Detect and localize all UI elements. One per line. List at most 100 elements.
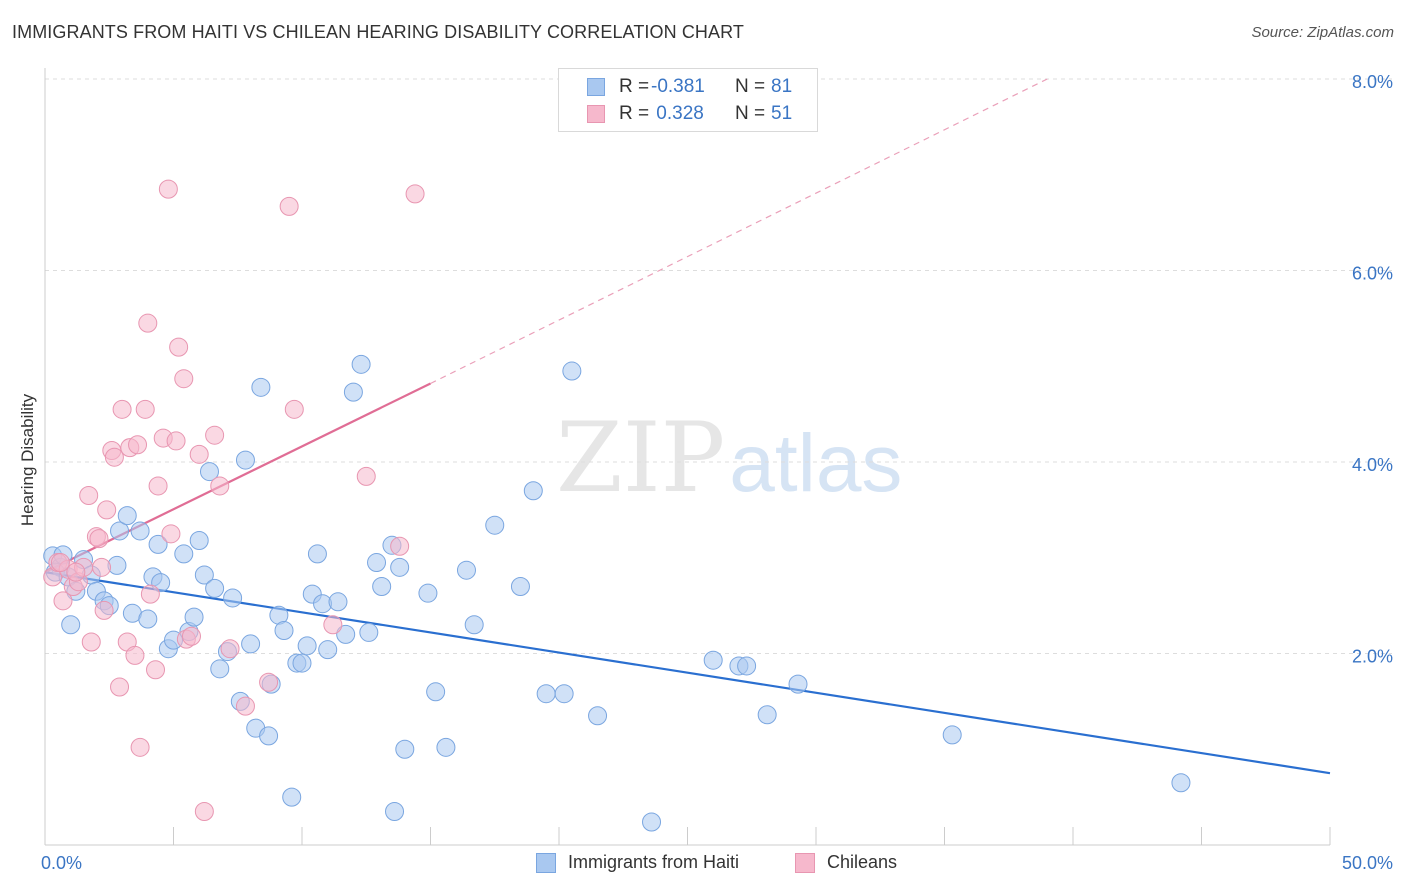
haiti-trend-line <box>44 571 1331 775</box>
chilean-point <box>146 660 166 680</box>
haiti-point <box>251 377 271 397</box>
haiti-point <box>138 609 158 629</box>
haiti-point <box>61 615 81 635</box>
haiti-point <box>307 544 327 564</box>
watermark: ZIPatlas <box>556 402 902 514</box>
r-label: R = <box>619 103 650 124</box>
haiti-point <box>189 531 209 551</box>
haiti-point <box>292 653 312 673</box>
correlation-legend: R = -0.381 N = 81 R = 0.328 N = 51 <box>558 68 818 132</box>
r-label: R = <box>619 76 650 97</box>
chilean-point <box>81 632 101 652</box>
axes <box>44 68 1331 846</box>
haiti-point <box>241 634 261 654</box>
chilean-point <box>79 486 99 506</box>
chart-title: IMMIGRANTS FROM HAITI VS CHILEAN HEARING… <box>12 22 744 42</box>
haiti-point <box>737 656 757 676</box>
chilean-point <box>284 399 304 419</box>
haiti-point <box>367 553 387 573</box>
haiti-point <box>418 583 438 603</box>
chilean-point <box>205 425 225 445</box>
chilean-point <box>50 553 70 573</box>
haiti-point <box>485 515 505 535</box>
haiti-point <box>510 576 530 596</box>
chilean-point <box>148 476 168 496</box>
haiti-point <box>259 726 279 746</box>
haiti-point <box>390 557 410 577</box>
y-tick-label: 6.0% <box>1352 264 1393 284</box>
haiti-point <box>359 622 379 642</box>
data-points <box>43 179 1191 832</box>
chilean-point <box>140 584 160 604</box>
chilean-point <box>390 536 410 556</box>
chilean-point <box>174 369 194 389</box>
y-tick-label: 8.0% <box>1352 72 1393 92</box>
chilean-point <box>194 801 214 821</box>
haiti-point <box>588 706 608 726</box>
haiti-point <box>205 578 225 598</box>
haiti-point <box>536 684 556 704</box>
chilean-point <box>128 435 148 455</box>
chilean-point <box>53 591 73 611</box>
chilean-point <box>235 696 255 716</box>
haiti-point <box>436 737 456 757</box>
haiti-point <box>199 462 219 482</box>
haiti-point <box>174 544 194 564</box>
watermark-atlas: atlas <box>729 418 903 509</box>
chileans-legend-label: Chileans <box>827 852 898 872</box>
chilean-point <box>89 529 109 549</box>
haiti-point <box>343 382 363 402</box>
chilean-point <box>97 500 117 520</box>
haiti-point <box>464 615 484 635</box>
chilean-trend-extension <box>430 78 1048 385</box>
chilean-point <box>94 600 114 620</box>
chilean-point <box>104 447 124 467</box>
chilean-point <box>125 645 145 665</box>
haiti-point <box>562 361 582 381</box>
x-tick-label: 50.0% <box>1342 853 1393 873</box>
haiti-point <box>130 521 150 541</box>
r-value: -0.381 <box>651 76 705 97</box>
haiti-point <box>336 624 356 644</box>
chilean-point <box>259 672 279 692</box>
watermark-zip: ZIP <box>556 402 726 514</box>
haiti-point <box>223 588 243 608</box>
y-tick-label: 4.0% <box>1352 455 1393 475</box>
y-tick-label: 2.0% <box>1352 647 1393 667</box>
chilean-point <box>210 476 230 496</box>
chilean-point <box>112 399 132 419</box>
haiti-point <box>554 684 574 704</box>
n-label: N = <box>735 76 766 97</box>
chilean-point <box>181 626 201 646</box>
n-label: N = <box>735 103 766 124</box>
haiti-point <box>210 659 230 679</box>
chilean-point <box>158 179 178 199</box>
chilean-point <box>356 466 376 486</box>
haiti-legend-label: Immigrants from Haiti <box>568 852 740 872</box>
haiti-legend-swatch <box>536 853 556 873</box>
haiti-point <box>395 739 415 759</box>
grid-lines <box>45 78 1392 654</box>
haiti-point <box>318 640 338 660</box>
chileans-legend-swatch <box>795 853 815 873</box>
haiti-point <box>282 787 302 807</box>
haiti-point <box>703 650 723 670</box>
haiti-point <box>194 565 214 585</box>
chilean-trend-line <box>44 382 431 574</box>
chilean-point <box>92 557 112 577</box>
haiti-point <box>942 725 962 745</box>
chilean-point <box>138 313 158 333</box>
haiti-point <box>757 705 777 725</box>
haiti-point <box>642 812 662 832</box>
chilean-point <box>220 639 240 659</box>
chilean-point <box>135 399 155 419</box>
haiti-point <box>297 636 317 656</box>
haiti-point <box>372 576 392 596</box>
n-value: 81 <box>771 76 793 97</box>
haiti-point <box>274 621 294 641</box>
chilean-point <box>279 196 299 216</box>
chilean-point <box>161 524 181 544</box>
haiti-point <box>523 481 543 501</box>
tick-labels: 2.0% 4.0% 6.0% 8.0% 0.0% 50.0% <box>41 72 1393 873</box>
chilean-point <box>110 677 130 697</box>
